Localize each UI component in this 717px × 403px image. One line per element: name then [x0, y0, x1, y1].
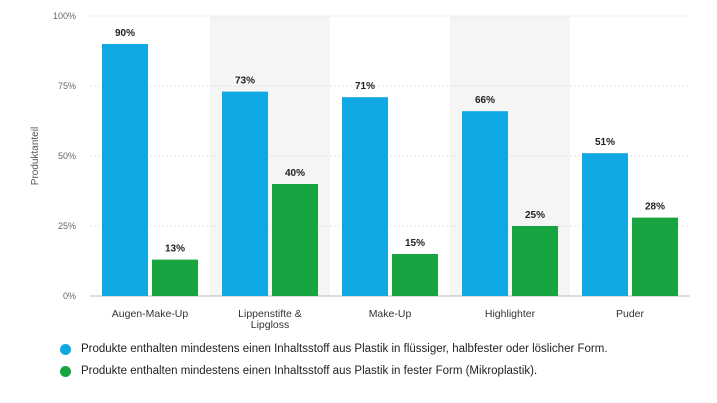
data-label: 51% — [595, 137, 615, 148]
x-axis-ticks: Augen-Make-Up Lippenstifte & Lipgloss Make-… — [112, 308, 645, 331]
x-tick-label: Make-Up — [369, 308, 412, 320]
y-axis-ticks: 0% 25% 50% 75% 100% — [53, 11, 76, 301]
data-label: 15% — [405, 238, 425, 249]
bar[interactable] — [342, 97, 388, 296]
y-tick-label: 50% — [58, 151, 76, 161]
legend-label-microplastic: Produkte enthalten mindestens einen Inha… — [81, 365, 538, 377]
legend-item-microplastic[interactable]: Produkte enthalten mindestens einen Inha… — [60, 360, 608, 382]
legend-marker-microplastic — [60, 365, 71, 377]
y-tick-label: 75% — [58, 81, 76, 91]
data-label: 40% — [285, 168, 305, 179]
legend-item-liquid-plastic[interactable]: Produkte enthalten mindestens einen Inha… — [60, 338, 608, 360]
x-tick-label: Augen-Make-Up — [112, 308, 189, 320]
data-label: 66% — [475, 95, 495, 106]
y-tick-label: 100% — [53, 11, 76, 21]
bar[interactable] — [632, 217, 678, 296]
data-label: 73% — [235, 76, 255, 87]
data-label: 90% — [115, 28, 135, 39]
legend: Produkte enthalten mindestens einen Inha… — [60, 338, 608, 382]
x-tick-label: Lippenstifte & Lipgloss — [238, 308, 302, 331]
legend-marker-liquid-plastic — [60, 343, 71, 355]
bar-chart: 0% 25% 50% 75% 100% Produktanteil 90% 13% 73% 4… — [30, 11, 690, 331]
data-labels: 90% 13% 73% 40% 71% 15% 66% 25% 51% 28% — [115, 28, 665, 255]
data-label: 25% — [525, 210, 545, 221]
bars — [102, 44, 678, 296]
bar[interactable] — [462, 111, 508, 296]
x-tick-label: Highlighter — [485, 308, 536, 320]
bar[interactable] — [222, 91, 268, 296]
data-label: 71% — [355, 81, 375, 92]
bar[interactable] — [512, 226, 558, 296]
bar[interactable] — [392, 254, 438, 296]
x-tick-label: Puder — [616, 308, 645, 320]
data-label: 28% — [645, 202, 665, 213]
data-label: 13% — [165, 244, 185, 255]
bar[interactable] — [102, 44, 148, 296]
y-axis-label: Produktanteil — [30, 127, 41, 185]
legend-label-liquid-plastic: Produkte enthalten mindestens einen Inha… — [81, 343, 608, 355]
y-tick-label: 25% — [58, 221, 76, 231]
bar[interactable] — [152, 259, 198, 296]
bar[interactable] — [272, 184, 318, 296]
bar[interactable] — [582, 153, 628, 296]
y-tick-label: 0% — [63, 291, 76, 301]
